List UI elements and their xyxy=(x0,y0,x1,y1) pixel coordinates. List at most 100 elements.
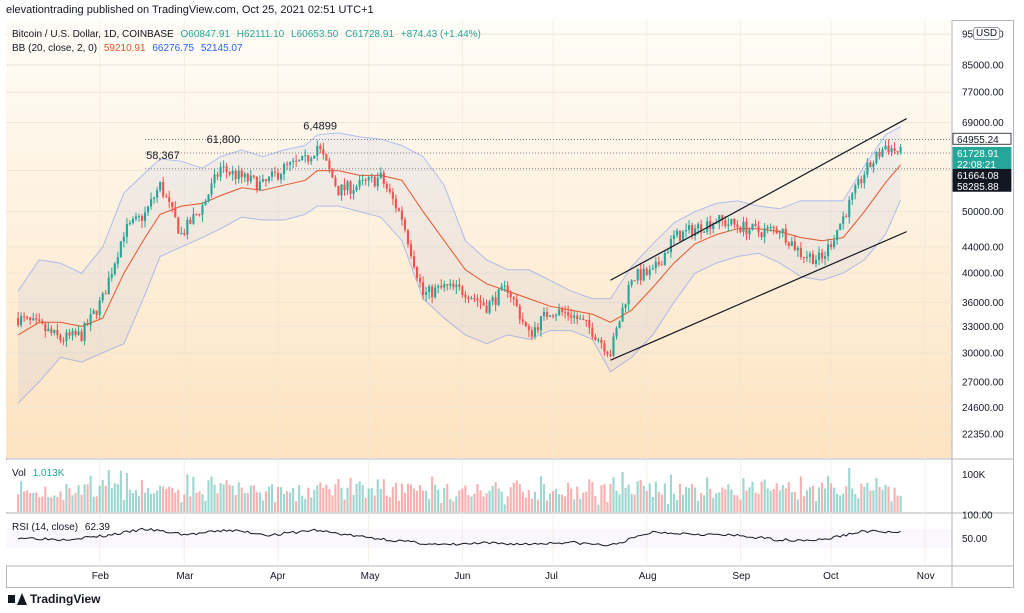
candle-body xyxy=(246,173,249,182)
volume-bar xyxy=(343,499,346,512)
currency-button[interactable]: USD xyxy=(973,27,1001,40)
candle-body xyxy=(26,317,29,319)
candle-body xyxy=(207,194,210,201)
volume-bar xyxy=(240,487,243,512)
time-tick-label: Sep xyxy=(732,571,750,582)
volume-bar xyxy=(298,485,301,512)
volume-bar xyxy=(92,496,95,512)
candle-body xyxy=(237,170,240,180)
candle-body xyxy=(449,283,452,286)
volume-bar xyxy=(23,491,26,512)
volume-bar xyxy=(875,477,878,512)
candle-body xyxy=(473,297,476,299)
volume-bar xyxy=(787,482,790,512)
candle-body xyxy=(53,330,56,333)
candle-body xyxy=(805,256,808,258)
bb-lower-value: 52145.07 xyxy=(200,43,243,54)
volume-bar xyxy=(47,497,50,512)
volume-bar xyxy=(201,494,204,512)
candle-body xyxy=(512,297,515,300)
volume-bar xyxy=(352,495,355,512)
candle-body xyxy=(663,253,666,265)
candle-body xyxy=(769,226,772,228)
bb-label: BB (20, close, 2, 0) xyxy=(12,43,98,54)
volume-bar xyxy=(409,484,413,512)
candle-body xyxy=(29,317,32,321)
candle-body xyxy=(509,292,512,298)
volume-bar xyxy=(440,503,443,512)
volume-bar xyxy=(669,474,672,512)
candle-body xyxy=(162,181,165,197)
volume-bar xyxy=(322,487,325,512)
volume-bar xyxy=(382,479,385,512)
volume-bar xyxy=(851,488,854,512)
candle-body xyxy=(694,228,697,237)
candle-body xyxy=(264,179,267,182)
volume-bar xyxy=(881,489,884,512)
volume-bar xyxy=(736,495,739,512)
volume-bar xyxy=(521,491,524,512)
volume-bar xyxy=(204,500,207,512)
volume-bar xyxy=(89,475,92,512)
candle-body xyxy=(282,163,286,175)
tradingview-logo-icon xyxy=(8,593,27,605)
price-tick-label: 77000.00 xyxy=(962,88,1004,99)
candle-body xyxy=(558,309,561,315)
candle-body xyxy=(437,285,440,288)
candle-body xyxy=(588,320,591,328)
candle-body xyxy=(59,335,62,341)
volume-bar xyxy=(814,500,818,512)
chart-canvas[interactable]: 95000.0085000.0077000.0069000.0058000.00… xyxy=(6,20,1014,588)
candle-body xyxy=(500,286,503,290)
price-tag-label: 64955.24 xyxy=(957,135,999,146)
volume-bar xyxy=(615,490,618,512)
volume-bar xyxy=(536,499,539,512)
candle-body xyxy=(488,301,491,313)
candle-body xyxy=(869,162,872,168)
candle-body xyxy=(609,354,612,356)
candle-body xyxy=(146,206,150,213)
candle-body xyxy=(243,173,246,178)
volume-bar xyxy=(273,502,277,512)
candle-body xyxy=(56,330,59,336)
time-tick-label: Mar xyxy=(176,571,194,582)
candle-body xyxy=(452,283,455,288)
volume-bar xyxy=(249,485,252,512)
volume-bar xyxy=(757,493,760,512)
candle-body xyxy=(579,318,582,320)
candle-body xyxy=(684,229,688,232)
candle-body xyxy=(772,226,775,229)
candle-body xyxy=(352,190,355,194)
volume-bar xyxy=(403,492,407,512)
volume-bar xyxy=(210,476,213,512)
candle-body xyxy=(400,210,403,220)
volume-bar xyxy=(62,500,65,512)
price-tag-label: 22:08:21 xyxy=(957,160,996,171)
change-value: +874.43 (+1.44%) xyxy=(400,29,481,40)
candle-body xyxy=(258,181,261,191)
candle-body xyxy=(461,286,464,295)
volume-bar xyxy=(292,487,295,512)
volume-bar xyxy=(219,483,222,512)
volume-bar xyxy=(304,498,307,512)
candle-body xyxy=(624,304,627,308)
candle-body xyxy=(177,217,180,234)
volume-bar xyxy=(406,483,410,512)
candle-body xyxy=(796,247,799,251)
candle-body xyxy=(128,223,131,225)
volume-bar xyxy=(128,489,131,512)
candle-body xyxy=(50,328,53,333)
candle-body xyxy=(219,167,222,177)
candle-body xyxy=(839,223,842,230)
volume-bar xyxy=(530,498,533,512)
rsi-band xyxy=(6,529,952,548)
candle-body xyxy=(328,160,331,170)
volume-bar xyxy=(748,487,751,512)
volume-bar xyxy=(567,483,570,512)
footer-brand[interactable]: TradingView xyxy=(8,592,100,606)
volume-bar xyxy=(866,482,869,512)
candle-body xyxy=(570,315,573,318)
volume-bar xyxy=(503,504,506,512)
candle-body xyxy=(192,214,195,224)
candle-body xyxy=(811,253,815,264)
